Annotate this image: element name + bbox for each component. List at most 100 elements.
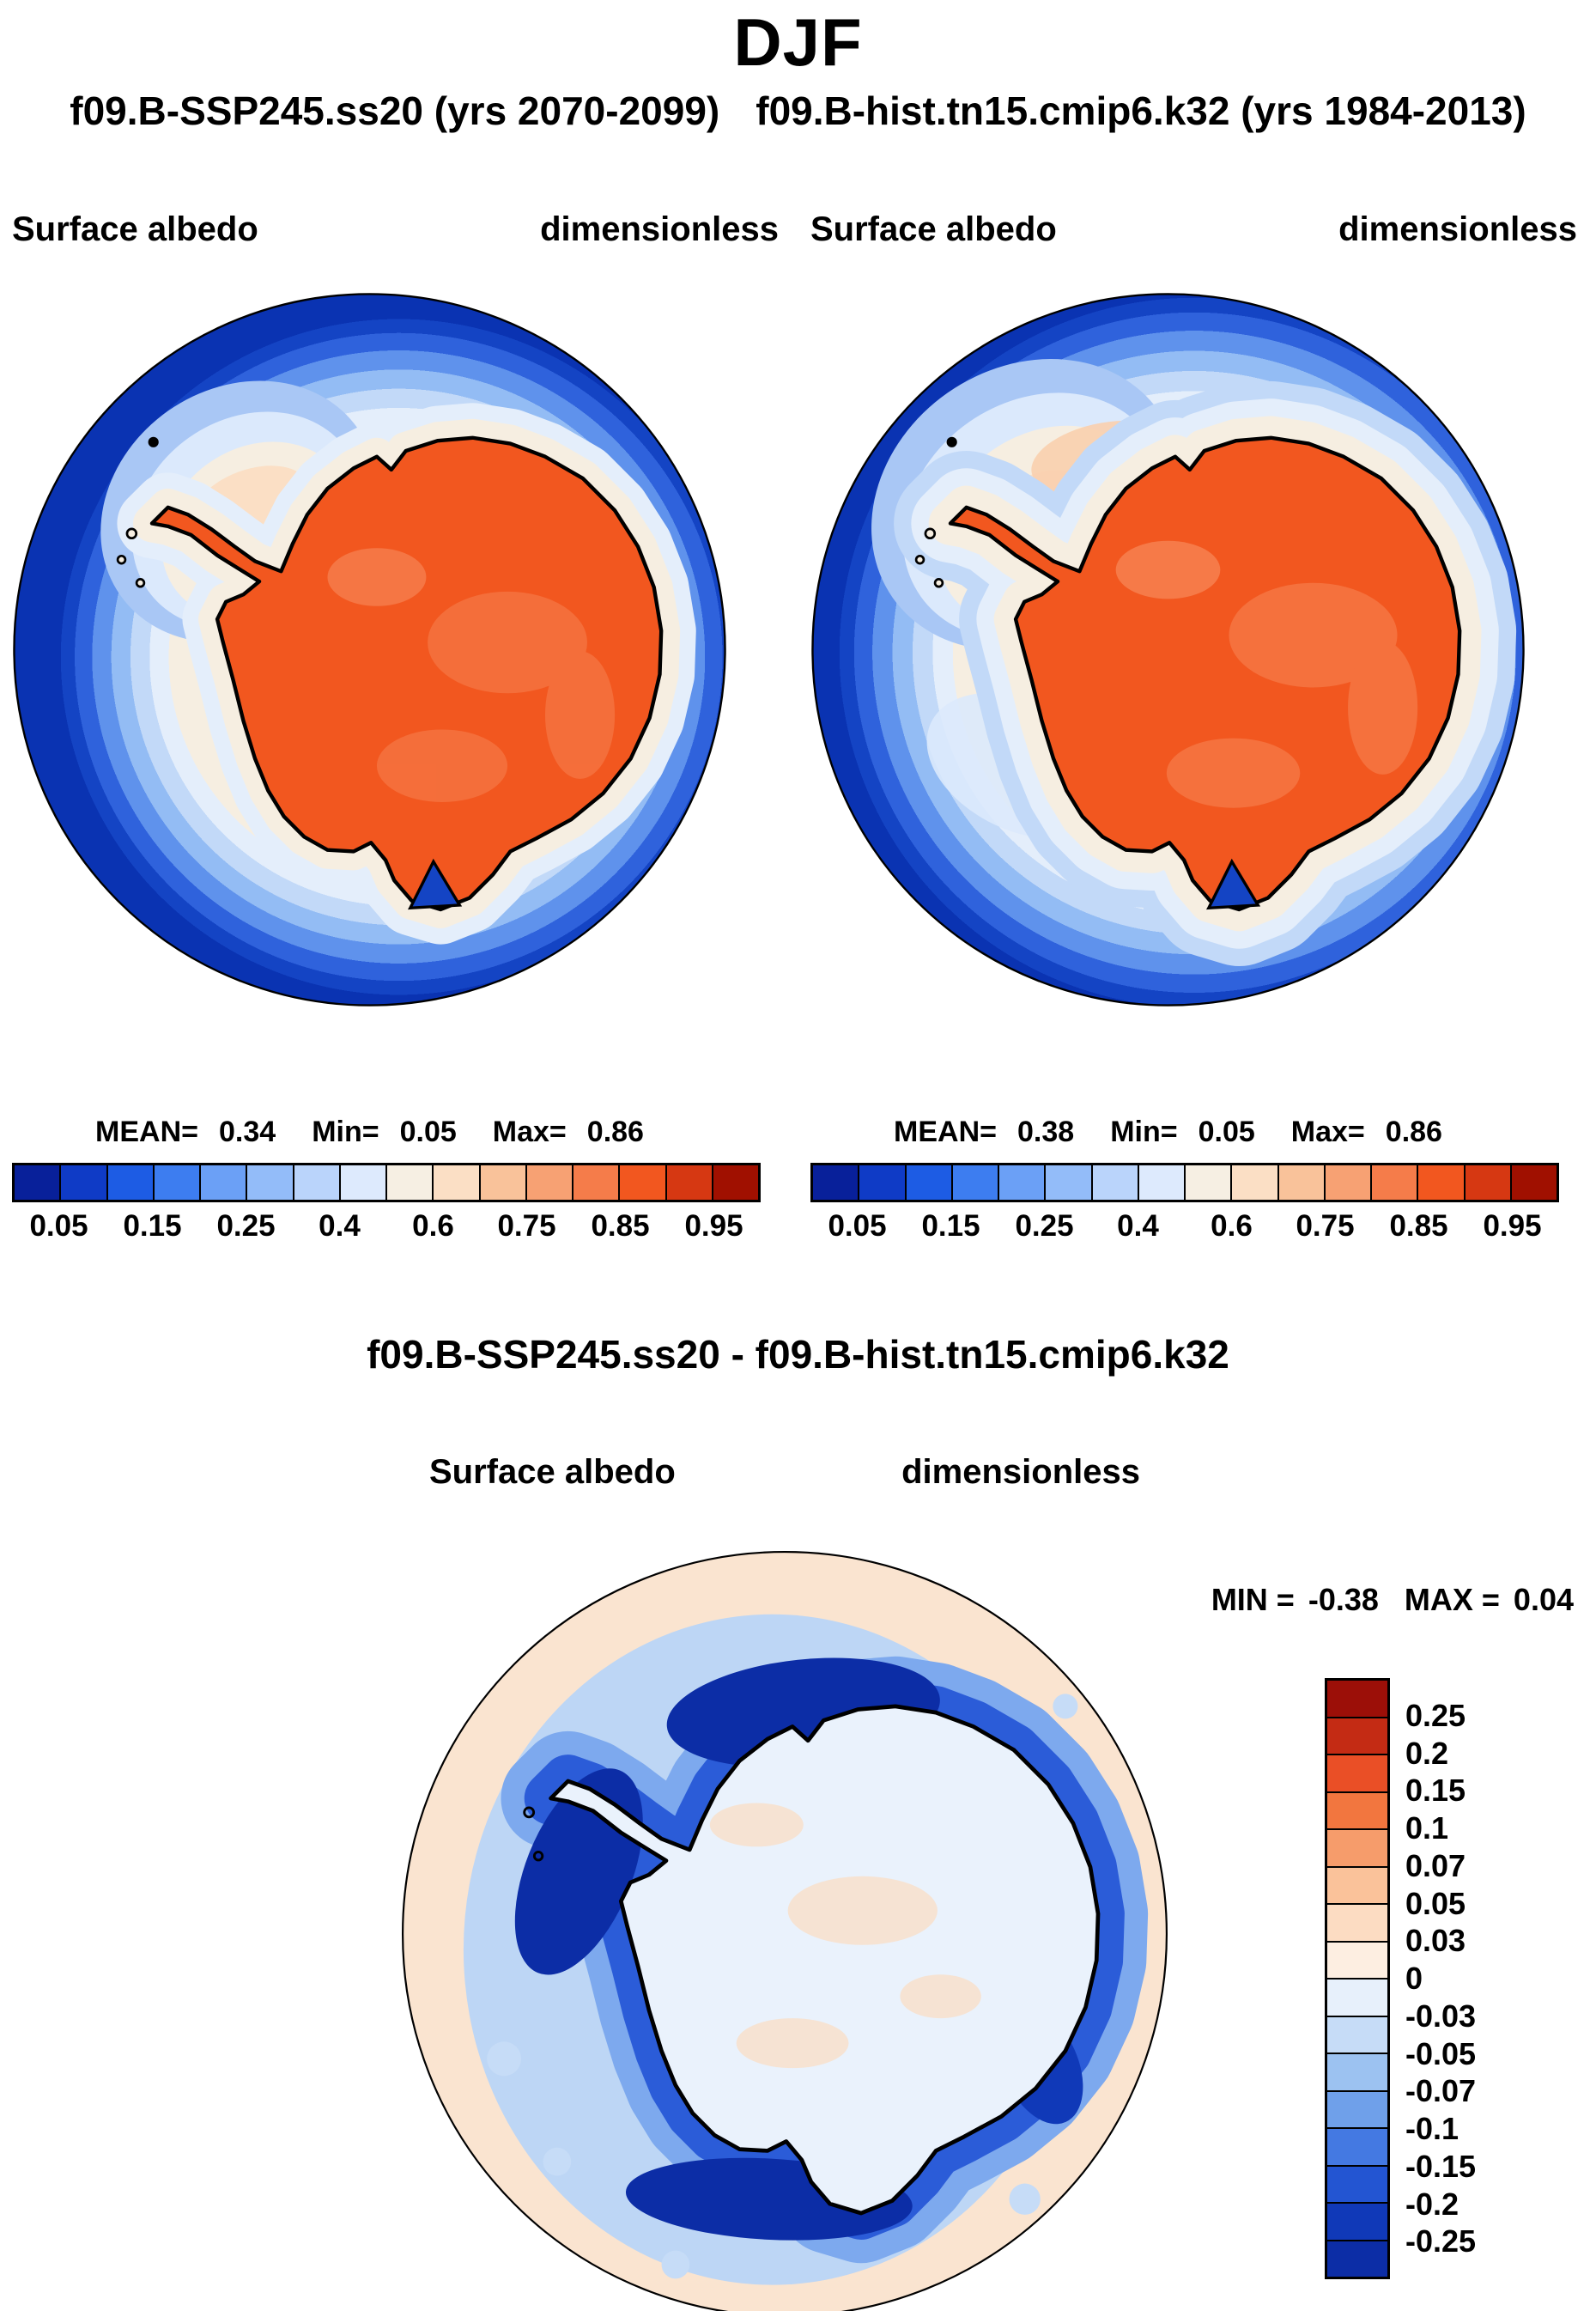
min-value: 0.05 <box>1198 1116 1255 1148</box>
tick-label: 0.6 <box>412 1209 454 1243</box>
stats-line-hist: MEAN= 0.38 Min= 0.05 Max= 0.86 <box>805 1116 1531 1149</box>
antarctica-continent <box>549 1704 1101 2216</box>
max-value: 0.04 <box>1513 1582 1574 1617</box>
map-boundary <box>13 293 726 1007</box>
colorbar-segment <box>1232 1165 1279 1200</box>
tick-label: 0 <box>1405 1961 1423 1996</box>
max-label: Max= <box>1290 1116 1365 1148</box>
field-label: Surface albedo <box>12 210 258 248</box>
albedo-colorbar-ticks: 0.05 0.15 0.25 0.4 0.6 0.75 0.85 0.95 <box>12 1207 761 1245</box>
colorbar-segment <box>1327 1718 1387 1755</box>
colorbar-segment <box>1327 2204 1387 2241</box>
tick-label: 0.1 <box>1405 1810 1449 1846</box>
subtitle-case-right: f09.B-hist.tn15.cmip6.k32 (yrs 1984-2013… <box>756 88 1526 133</box>
colorbar-segment <box>1327 1942 1387 1980</box>
units-label: dimensionless <box>901 1453 1140 1491</box>
colorbar-segment <box>61 1165 108 1200</box>
tick-label: -0.15 <box>1405 2148 1477 2184</box>
coastal-islands <box>914 436 957 588</box>
tick-label: 0.25 <box>216 1209 276 1243</box>
colorbar-segment <box>294 1165 341 1200</box>
tick-label: 0.15 <box>1405 1773 1466 1809</box>
colorbar-segment <box>340 1165 387 1200</box>
continent-texture <box>1115 540 1418 808</box>
tick-label: 0.75 <box>1296 1209 1355 1243</box>
tick-label: 0.25 <box>1405 1697 1466 1733</box>
albedo-colorbar <box>12 1163 761 1202</box>
min-label: Min= <box>312 1116 379 1148</box>
subtitle: f09.B-SSP245.ss20 (yrs 2070-2099) f09.B-… <box>0 88 1596 134</box>
min-label: Min= <box>1110 1116 1178 1148</box>
colorbar-segment <box>1092 1165 1139 1200</box>
diff-minmax-line: MIN = -0.38 MAX = 0.04 <box>1211 1582 1574 1618</box>
colorbar-segment <box>999 1165 1047 1200</box>
colorbar-segment <box>1046 1165 1093 1200</box>
min-value: 0.05 <box>399 1116 457 1148</box>
panel-hist: Surface albedo dimensionless <box>805 210 1582 1245</box>
tick-label: -0.25 <box>1405 2223 1477 2259</box>
map-hist <box>811 293 1525 1007</box>
colorbar-segment <box>434 1165 481 1200</box>
colorbar-segment <box>906 1165 953 1200</box>
page-title: DJF <box>733 4 863 80</box>
colorbar-segment <box>1186 1165 1233 1200</box>
tick-label: 0.75 <box>497 1209 556 1243</box>
tick-label: -0.2 <box>1405 2186 1459 2222</box>
colorbar-segment <box>1327 2091 1387 2129</box>
albedo-colorbar-ticks: 0.05 0.15 0.25 0.4 0.6 0.75 0.85 0.95 <box>810 1207 1559 1245</box>
tick-label: 0.15 <box>921 1209 980 1243</box>
min-value: -0.38 <box>1308 1582 1379 1617</box>
colorbar-segment <box>1327 2129 1387 2167</box>
map-ssp245 <box>13 293 726 1007</box>
colorbar-segment <box>1138 1165 1186 1200</box>
tick-label: 0.07 <box>1405 1847 1466 1883</box>
colorbar-segment <box>813 1165 860 1200</box>
colorbar-segment <box>666 1165 713 1200</box>
tick-label: -0.05 <box>1405 2035 1477 2071</box>
colorbar-segment <box>1327 2166 1387 2204</box>
continent-texture <box>327 548 616 802</box>
tick-label: 0.95 <box>1483 1209 1542 1243</box>
tick-label: 0.05 <box>828 1209 887 1243</box>
colorbar-segment <box>387 1165 434 1200</box>
tick-label: 0.6 <box>1211 1209 1253 1243</box>
field-row: Surface albedo dimensionless <box>805 210 1582 249</box>
colorbar-segment <box>1465 1165 1512 1200</box>
colorbar-segment <box>573 1165 621 1200</box>
max-value: 0.86 <box>1385 1116 1442 1148</box>
diff-field-row: Surface albedo dimensionless <box>395 1453 1174 1492</box>
colorbar-segment <box>480 1165 527 1200</box>
albedo-colorbar <box>810 1163 1559 1202</box>
colorbar-segment <box>1327 1792 1387 1830</box>
continent-speckle <box>709 1803 981 2069</box>
colorbar-segment <box>247 1165 294 1200</box>
tick-label: -0.1 <box>1405 2111 1459 2146</box>
colorbar-segment <box>1327 1905 1387 1943</box>
tick-label: 0.85 <box>1389 1209 1448 1243</box>
colorbar-segment <box>859 1165 907 1200</box>
mean-label: MEAN= <box>894 1116 997 1148</box>
colorbar-segment <box>1327 1830 1387 1868</box>
mean-value: 0.34 <box>219 1116 276 1148</box>
colorbar-segment <box>201 1165 248 1200</box>
colorbar-segment <box>1372 1165 1419 1200</box>
field-row: Surface albedo dimensionless <box>7 210 784 249</box>
tick-label: 0.4 <box>319 1209 361 1243</box>
max-label: Max= <box>492 1116 567 1148</box>
map-difference <box>402 1551 1168 2311</box>
diff-colorbar <box>1325 1678 1390 2279</box>
tick-label: -0.07 <box>1405 2073 1477 2109</box>
map-boundary <box>811 293 1525 1007</box>
min-label: MIN = <box>1211 1582 1295 1617</box>
diff-colorbar-ticks: 0.25 0.2 0.15 0.1 0.07 0.05 0.03 0 -0.03 -0.05 -0.… <box>1405 1678 1569 2279</box>
tick-label: 0.85 <box>591 1209 650 1243</box>
tick-label: 0.25 <box>1015 1209 1074 1243</box>
colorbar-segment <box>1327 1867 1387 1905</box>
tick-label: 0.03 <box>1405 1923 1466 1959</box>
stats-line-ssp245: MEAN= 0.34 Min= 0.05 Max= 0.86 <box>7 1116 732 1149</box>
map-boundary <box>402 1551 1168 2311</box>
ross-sea-notch <box>1206 858 1261 910</box>
antarctica-continent <box>149 435 664 912</box>
colorbar-segment <box>15 1165 62 1200</box>
